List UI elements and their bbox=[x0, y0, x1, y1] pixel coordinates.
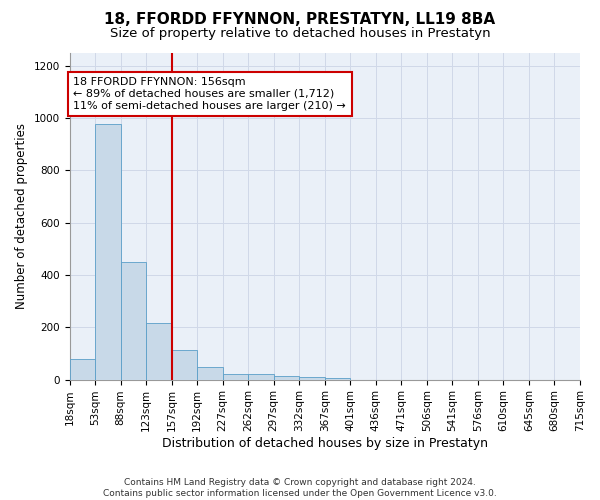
Y-axis label: Number of detached properties: Number of detached properties bbox=[15, 123, 28, 309]
Bar bbox=[223, 374, 248, 380]
Text: Contains HM Land Registry data © Crown copyright and database right 2024.
Contai: Contains HM Land Registry data © Crown c… bbox=[103, 478, 497, 498]
Bar bbox=[146, 324, 172, 380]
X-axis label: Distribution of detached houses by size in Prestatyn: Distribution of detached houses by size … bbox=[162, 437, 488, 450]
Bar bbox=[172, 350, 197, 380]
Bar bbox=[325, 378, 350, 380]
Bar bbox=[274, 376, 299, 380]
Bar bbox=[121, 262, 146, 380]
Text: 18, FFORDD FFYNNON, PRESTATYN, LL19 8BA: 18, FFORDD FFYNNON, PRESTATYN, LL19 8BA bbox=[104, 12, 496, 28]
Bar bbox=[299, 377, 325, 380]
Bar bbox=[248, 374, 274, 380]
Bar bbox=[95, 124, 121, 380]
Text: Size of property relative to detached houses in Prestatyn: Size of property relative to detached ho… bbox=[110, 28, 490, 40]
Bar bbox=[70, 358, 95, 380]
Bar bbox=[197, 368, 223, 380]
Text: 18 FFORDD FFYNNON: 156sqm
← 89% of detached houses are smaller (1,712)
11% of se: 18 FFORDD FFYNNON: 156sqm ← 89% of detac… bbox=[73, 78, 346, 110]
